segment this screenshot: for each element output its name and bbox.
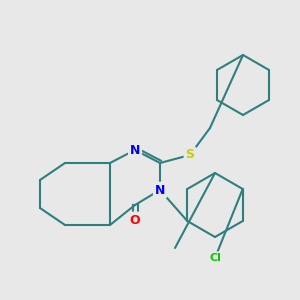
Text: N: N [155, 184, 165, 196]
Text: N: N [130, 143, 140, 157]
Text: O: O [130, 214, 140, 226]
Text: Cl: Cl [209, 253, 221, 263]
Text: S: S [185, 148, 194, 161]
